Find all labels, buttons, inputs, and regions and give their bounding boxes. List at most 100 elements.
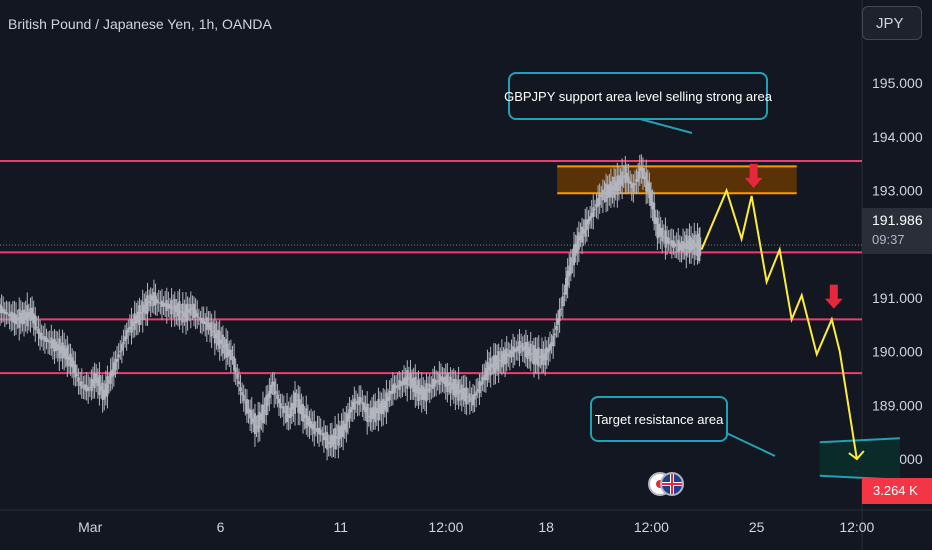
price-candle-body: [330, 434, 333, 447]
price-candle-body: [385, 392, 388, 412]
price-candle-body: [492, 355, 495, 374]
uk-flag-icon[interactable]: [660, 472, 684, 496]
callout-target-area[interactable]: Target resistance area: [590, 396, 728, 442]
price-candle-body: [188, 308, 191, 313]
price-candle-body: [205, 317, 208, 331]
price-candle-body: [231, 356, 234, 358]
price-candle-body: [637, 171, 640, 182]
price-candle-body: [32, 313, 35, 324]
price-candle-body: [404, 376, 407, 385]
price-candle-body: [480, 382, 483, 386]
price-candle-body: [23, 309, 26, 324]
price-candle-body: [457, 379, 460, 401]
price-candle-body: [370, 408, 373, 420]
last-price-value: 191.986: [872, 212, 923, 228]
price-candle-body: [351, 401, 354, 410]
price-candle-body: [350, 407, 353, 413]
y-tick-label: 191.000: [872, 290, 923, 306]
price-candle-body: [550, 342, 553, 347]
price-candle-body: [128, 326, 131, 330]
price-candle-body: [361, 402, 364, 405]
price-candle-body: [521, 342, 524, 352]
price-candle-body: [197, 316, 200, 318]
price-candle-body: [675, 244, 678, 246]
price-candle-body: [565, 277, 568, 295]
price-candle-body: [532, 345, 535, 365]
price-candle-body: [180, 311, 183, 313]
price-candle-body: [173, 298, 176, 318]
price-candle-body: [656, 217, 659, 239]
price-candle-body: [595, 203, 598, 208]
price-candle-body: [640, 167, 643, 172]
price-candle-body: [82, 385, 85, 387]
price-candle-body: [343, 423, 346, 430]
price-candle-body: [242, 394, 245, 401]
price-candle-body: [290, 402, 293, 417]
price-candle-body: [587, 219, 590, 225]
target-zone: [819, 438, 900, 480]
price-candle-body: [523, 346, 526, 351]
price-candle-body: [433, 378, 436, 387]
price-candle-body: [395, 385, 398, 389]
sell-arrow-icon: [744, 163, 763, 188]
price-candle-body: [622, 175, 625, 178]
price-candle-body: [481, 376, 484, 385]
price-candle-body: [37, 328, 40, 334]
currency-button[interactable]: JPY: [862, 6, 922, 40]
price-candle-body: [600, 194, 603, 197]
price-candle-body: [552, 335, 555, 347]
price-candle-body: [311, 423, 314, 430]
price-candle-body: [374, 401, 377, 423]
price-candle-body: [544, 348, 547, 366]
price-candle-body: [393, 383, 396, 393]
projection-path: [700, 187, 858, 460]
price-candle-body: [508, 349, 511, 358]
price-candle-body: [249, 409, 252, 419]
price-candle-body: [321, 434, 324, 436]
price-candle-body: [451, 382, 454, 390]
price-candle-body: [534, 348, 537, 364]
price-candle-body: [512, 346, 515, 358]
price-candle-body: [279, 403, 282, 408]
price-candle-body: [162, 302, 165, 307]
callout-selling-area[interactable]: GBPJPY support area level selling strong…: [504, 72, 772, 120]
y-tick-label: 189.000: [872, 397, 923, 413]
price-candle-body: [505, 348, 508, 364]
price-candle-body: [680, 243, 683, 250]
price-candle-body: [502, 353, 505, 363]
price-candle-body: [396, 385, 399, 387]
price-candle-body: [667, 237, 670, 245]
price-candle-body: [401, 380, 404, 385]
economic-events-flags[interactable]: [646, 472, 686, 498]
price-candle-body: [454, 378, 457, 398]
price-candle-body: [263, 410, 266, 412]
price-candle-body: [648, 183, 651, 199]
price-candle-body: [566, 271, 569, 287]
price-candle-body: [226, 343, 229, 358]
price-candle-body: [43, 336, 46, 342]
price-candle-body: [21, 310, 24, 325]
price-candle-body: [327, 441, 330, 444]
price-candle-body: [199, 318, 202, 321]
price-candle-body: [606, 185, 609, 199]
price-candle-body: [167, 303, 170, 309]
price-candle-body: [348, 409, 351, 419]
price-candle-body: [108, 381, 111, 383]
x-tick-label: 11: [333, 519, 348, 535]
price-candle-body: [152, 292, 155, 306]
price-candle-body: [143, 304, 146, 313]
price-candle-body: [35, 326, 38, 328]
y-tick-label: 195.000: [872, 75, 923, 91]
price-candle-body: [645, 172, 648, 192]
price-candle-body: [579, 235, 582, 241]
price-candle-body: [338, 427, 341, 440]
price-candle-body: [630, 182, 633, 189]
price-candle-body: [682, 241, 685, 252]
price-candle-body: [176, 303, 179, 317]
price-candle-body: [643, 176, 646, 180]
price-candle-body: [308, 418, 311, 427]
price-candle-body: [507, 353, 510, 357]
price-series: [0, 154, 702, 461]
price-candle-body: [548, 344, 551, 351]
